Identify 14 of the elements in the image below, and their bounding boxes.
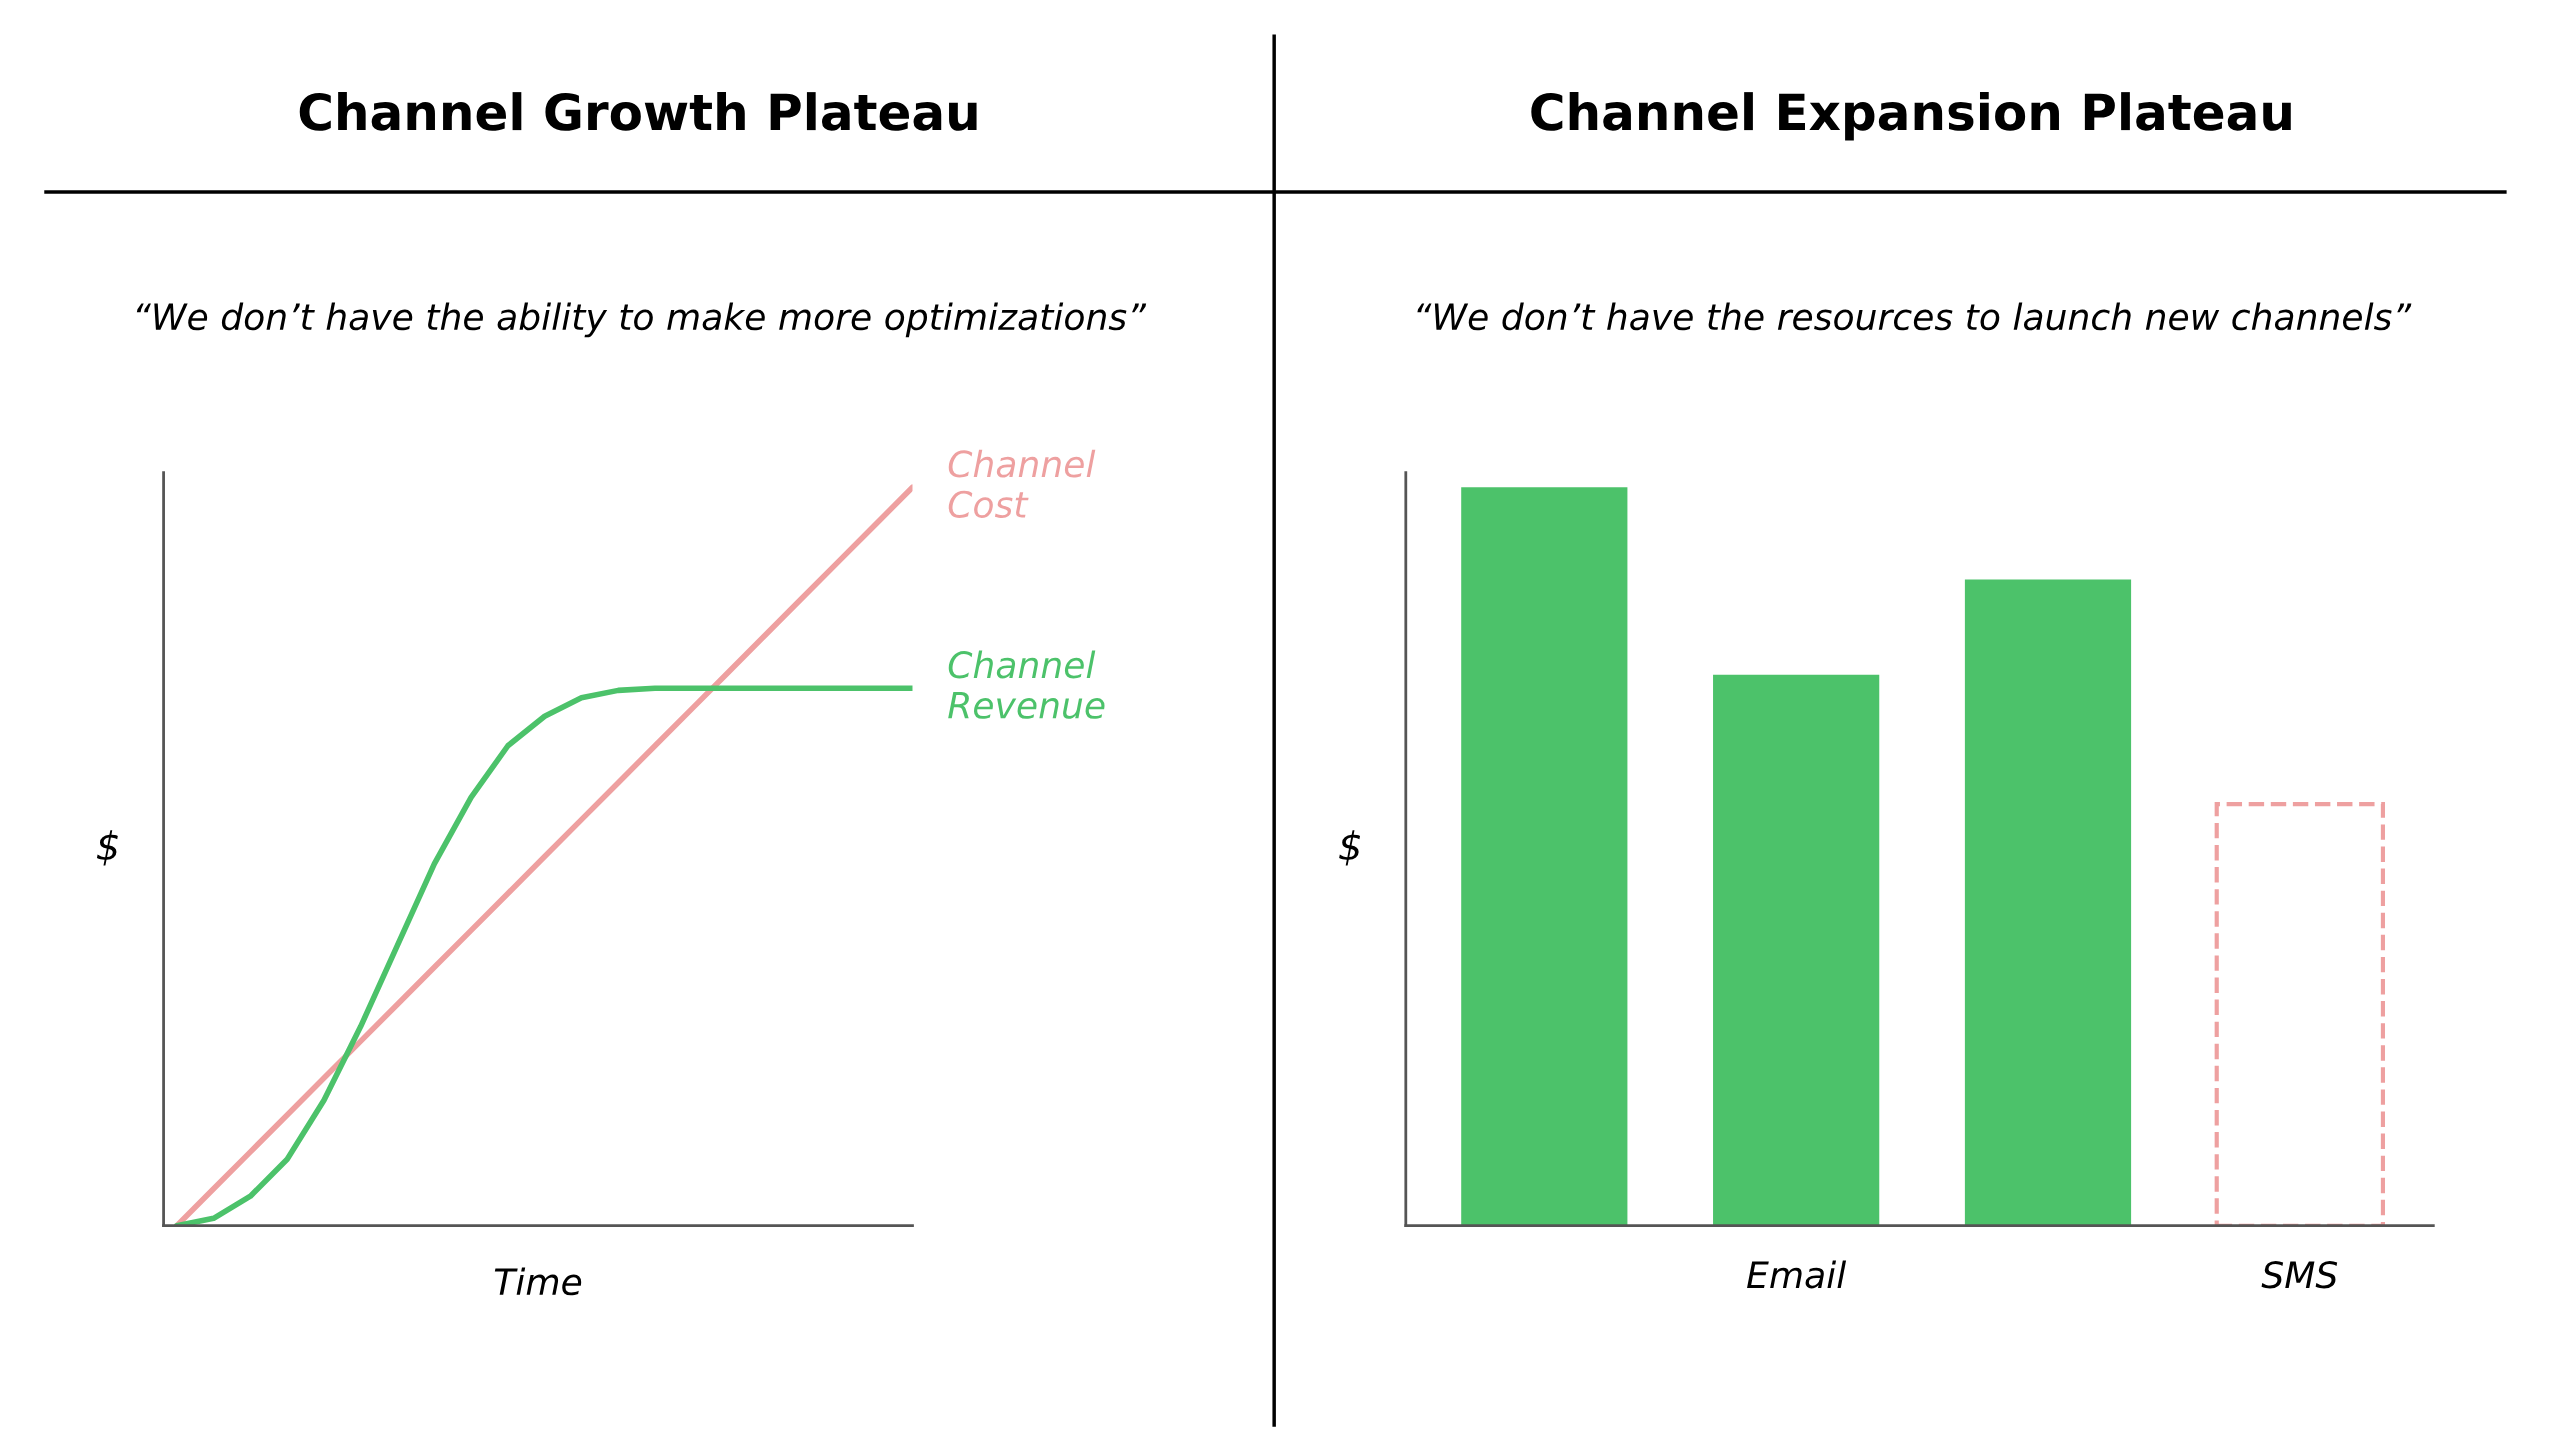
chart-title: Channel Growth Plateau [299, 92, 977, 131]
x-axis-title: Time [494, 1267, 582, 1296]
bar [1713, 674, 1880, 1226]
bar [1964, 579, 2132, 1226]
x-tick-label: SMS [2261, 1261, 2338, 1289]
series-label: Channel Revenue [948, 650, 1105, 719]
chart-subtitle: “We don’t have the resources to launch new channels” [1417, 302, 2412, 331]
chart-title: Channel Expansion Plateau [1531, 92, 2291, 141]
y-axis-title: $ [96, 830, 118, 866]
series-label: Channel Cost [948, 449, 1096, 519]
y-axis-title: $ [1339, 830, 1361, 866]
chart-subtitle: “We don’t have the ability to make more optimizations” [136, 302, 1147, 338]
bar [1461, 487, 1628, 1226]
x-tick-label: Email [1747, 1260, 1847, 1289]
